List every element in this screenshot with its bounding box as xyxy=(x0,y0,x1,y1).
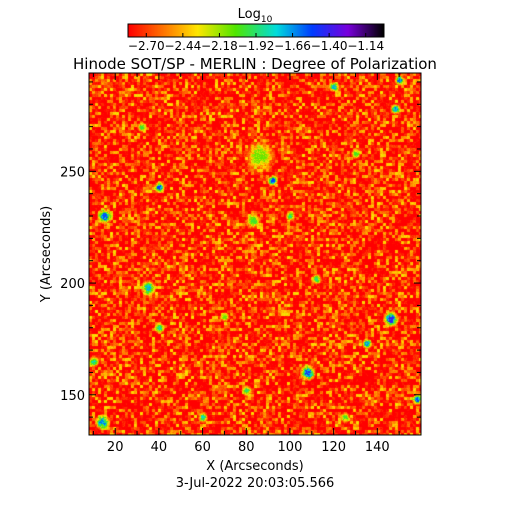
colorbar-tick-label: −1.14 xyxy=(347,39,384,53)
y-axis-label: Y (Arcseconds) xyxy=(39,206,54,303)
x-tick-label: 100 xyxy=(278,440,303,455)
y-tick-label: 250 xyxy=(60,165,85,180)
colorbar-gradient xyxy=(128,24,384,37)
colorbar-ticks: −2.70 −2.44 −2.18 −1.92 −1.66 −1.40 −1.14 xyxy=(128,33,384,53)
y-axis: 150 200 250 xyxy=(60,81,421,418)
plot-frame xyxy=(88,72,422,436)
y-tick-label: 200 xyxy=(60,277,85,292)
colorbar: Log10 −2.70 −2.44 −2.18 −1.92 −1.66 −1.40 −1.1… xyxy=(127,7,385,53)
colorbar-tick-label: −2.18 xyxy=(201,39,238,53)
x-tick-label: 20 xyxy=(107,440,124,455)
x-axis: 20 40 60 80 100 120 140 xyxy=(92,73,422,455)
colorbar-tick-label: −1.66 xyxy=(274,39,311,53)
y-tick-label: 150 xyxy=(60,389,85,404)
colorbar-tick-label: −2.44 xyxy=(164,39,201,53)
colorbar-label-sub: 10 xyxy=(261,15,273,25)
chart-title: Hinode SOT/SP - MERLIN : Degree of Polar… xyxy=(73,55,437,73)
x-tick-label: 60 xyxy=(194,440,211,455)
colorbar-label: Log10 xyxy=(238,7,273,25)
colorbar-tick-label: −2.70 xyxy=(128,39,165,53)
x-tick-label: 120 xyxy=(321,440,346,455)
x-tick-label: 40 xyxy=(151,440,168,455)
colorbar-tick-label: −1.92 xyxy=(238,39,275,53)
x-axis-label: X (Arcseconds) xyxy=(206,459,303,474)
x-tick-label: 140 xyxy=(365,440,390,455)
x-tick-label: 80 xyxy=(238,440,255,455)
timestamp: 3-Jul-2022 20:03:05.566 xyxy=(176,476,335,491)
colorbar-label-base: Log xyxy=(238,7,261,22)
polarization-map xyxy=(89,73,421,435)
colorbar-tick-label: −1.40 xyxy=(311,39,348,53)
